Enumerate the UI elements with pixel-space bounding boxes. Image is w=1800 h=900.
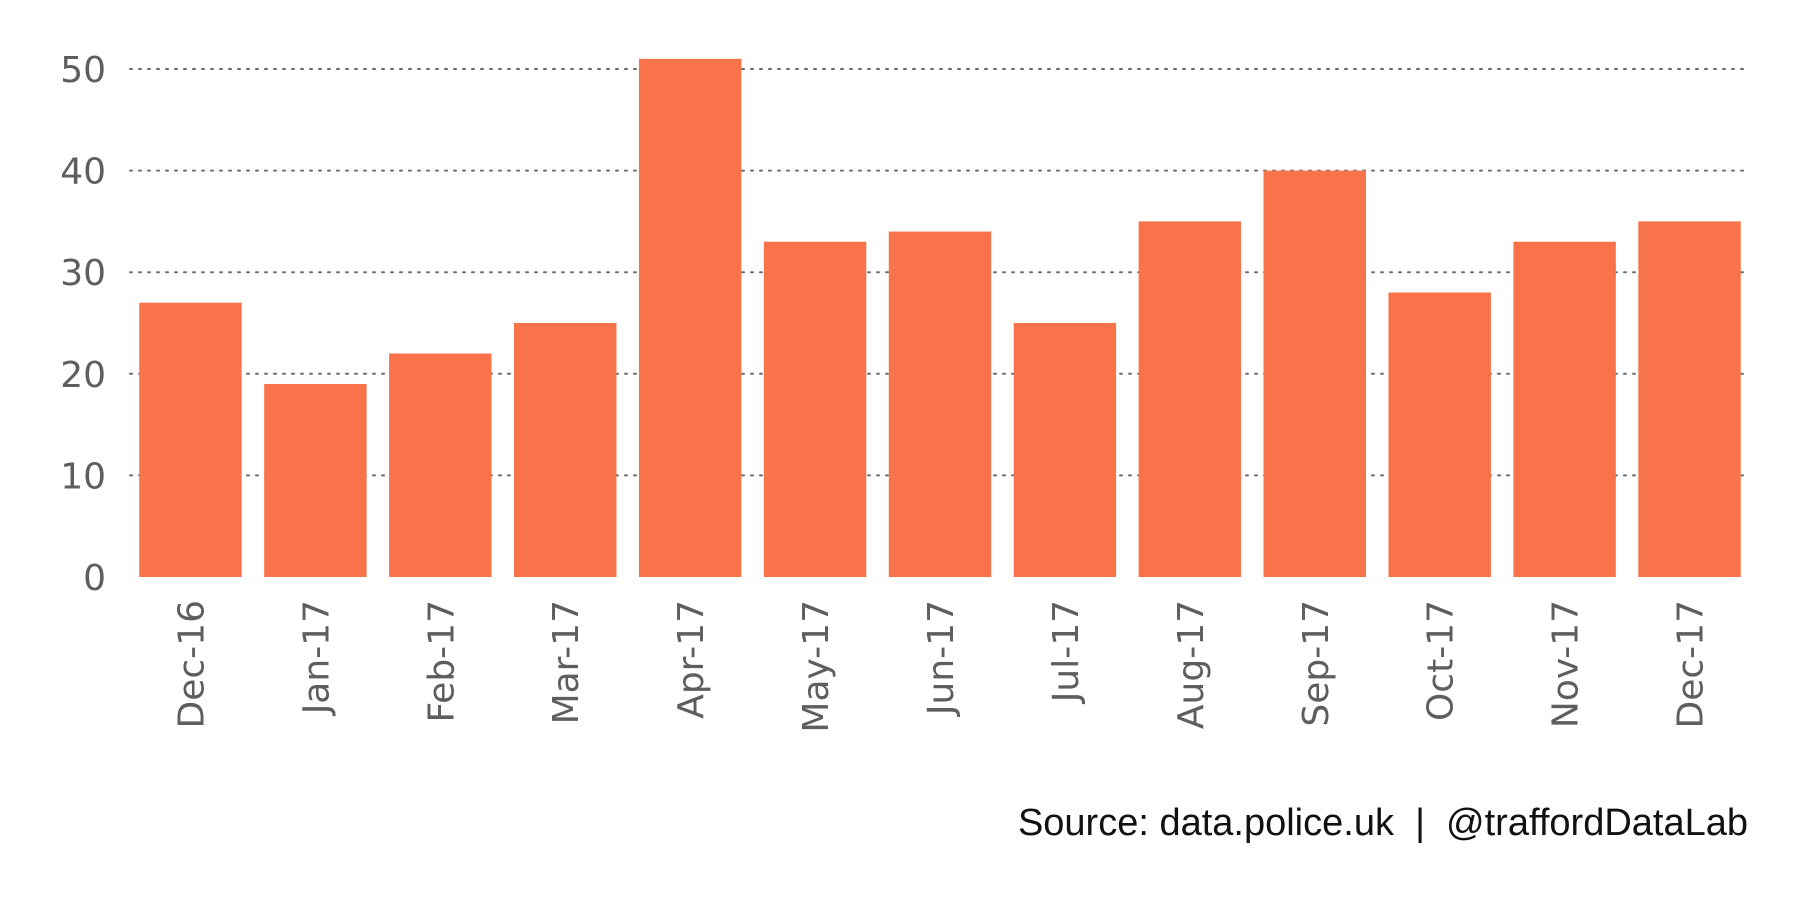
y-tick-label: 10: [60, 456, 106, 497]
x-tick-label: Jan-17: [296, 600, 337, 716]
y-axis-ticks: 0 10 20 30 40 50: [60, 50, 106, 599]
x-tick-label: Feb-17: [421, 600, 462, 723]
bars: [139, 58, 1741, 577]
x-tick-label: Jul-17: [1046, 600, 1087, 704]
bar-jun-17: [888, 231, 992, 577]
bar-dec-17: [1638, 221, 1741, 577]
y-tick-label: 0: [83, 558, 106, 599]
bar-apr-17: [638, 58, 742, 577]
bar-jan-17: [264, 383, 367, 577]
bar-aug-17: [1138, 221, 1242, 577]
y-tick-label: 20: [60, 355, 106, 396]
x-tick-label: Dec-17: [1671, 600, 1712, 728]
bar-feb-17: [389, 353, 492, 577]
x-tick-label: Dec-16: [171, 600, 212, 728]
x-axis-ticks: Dec-16 Jan-17 Feb-17 Mar-17 Apr-17 May-17 Jun-…: [171, 600, 1711, 733]
source-caption: Source: data.police.uk | @traffordDataLa…: [1017, 802, 1748, 844]
x-tick-label: Mar-17: [546, 600, 587, 724]
bar-jul-17: [1013, 323, 1117, 577]
x-tick-label: Oct-17: [1421, 600, 1462, 721]
x-tick-label: Aug-17: [1171, 600, 1212, 729]
x-tick-label: Jun-17: [921, 600, 962, 717]
bar-sep-17: [1263, 170, 1366, 577]
bar-dec-16: [139, 302, 242, 577]
bar-nov-17: [1513, 241, 1616, 577]
x-tick-label: Nov-17: [1546, 600, 1587, 728]
x-tick-label: Apr-17: [671, 600, 712, 719]
x-tick-label: May-17: [796, 600, 837, 733]
bar-may-17: [763, 241, 867, 577]
x-tick-label: Sep-17: [1296, 600, 1337, 727]
bar-mar-17: [514, 323, 617, 577]
y-tick-label: 40: [60, 152, 106, 193]
bar-oct-17: [1388, 292, 1491, 577]
y-tick-label: 50: [60, 50, 106, 91]
y-tick-label: 30: [60, 253, 106, 294]
